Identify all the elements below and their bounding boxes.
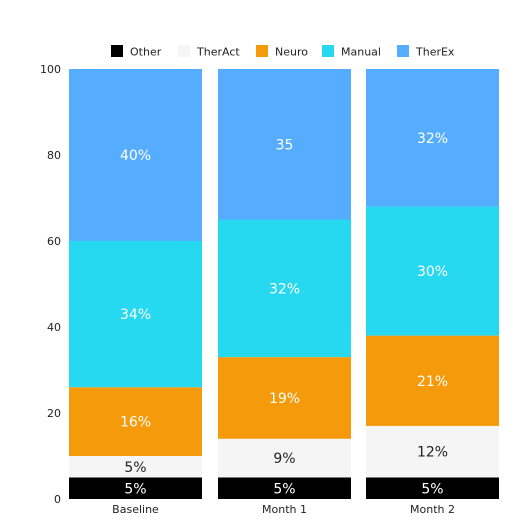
bar-segment-therex [366,69,499,207]
legend-item-manual[interactable]: Manual [322,45,381,59]
data-label: 16% [120,415,151,431]
data-label: 32% [269,281,300,297]
bar-segment-neuro [69,387,202,456]
bar-segment-neuro [366,335,499,426]
data-label: 34% [120,307,151,323]
bar-segment-manual [218,219,351,358]
bar-segment-other [218,477,351,499]
bar-segment-therex [69,69,202,241]
y-tick-label: 40 [47,321,61,334]
y-axis: 0 20 40 60 80 100 [40,63,61,506]
x-category-label: Month 1 [262,503,307,516]
legend-label: Manual [341,46,381,59]
legend-item-other[interactable]: Other [111,45,162,59]
legend: Other TherAct Neuro Manual TherEx [111,45,455,59]
legend-swatch [256,45,268,57]
data-label: 12% [417,445,448,461]
data-label: 35 [276,137,294,153]
bar-segment-theract [69,456,202,478]
data-label: 21% [417,374,448,390]
bar-segment-therex [218,69,351,220]
bar-segment-manual [69,241,202,388]
legend-swatch [397,45,409,57]
data-label: 5% [124,460,146,476]
legend-swatch [111,45,123,57]
legend-swatch [322,45,334,57]
bar-segment-theract [218,438,351,478]
legend-label: TherEx [415,46,455,59]
legend-item-therex[interactable]: TherEx [397,45,455,59]
y-tick-label: 80 [47,149,61,162]
y-tick-label: 0 [54,493,61,506]
bar-group-1: 5% 9% 19% 32% 35 [218,69,351,499]
bar-segment-other [366,477,499,499]
bar-group-2: 5% 12% 21% 30% 32% [366,69,499,499]
data-label: 32% [417,131,448,147]
bar-group-0: 5% 5% 16% 34% 40% [69,69,202,499]
legend-label: Other [130,46,162,59]
legend-item-neuro[interactable]: Neuro [256,45,308,59]
legend-item-theract[interactable]: TherAct [178,45,240,59]
legend-label: Neuro [275,46,308,59]
y-tick-label: 20 [47,407,61,420]
y-tick-label: 60 [47,235,61,248]
bar-segment-manual [366,206,499,336]
bars: 5% 5% 16% 34% 40% 5% 9% 19% 32% 35 5% 12% 21% 30% 32% [69,69,499,499]
bar-segment-other [69,477,202,499]
data-label: 9% [273,451,295,467]
data-label: 30% [417,264,448,280]
legend-swatch [178,45,190,57]
x-category-label: Baseline [112,503,159,516]
legend-label: TherAct [196,46,240,59]
data-label: 5% [124,481,146,497]
data-label: 5% [421,481,443,497]
data-label: 40% [120,148,151,164]
x-category-label: Month 2 [410,503,455,516]
bar-segment-neuro [218,357,351,439]
data-label: 5% [273,481,295,497]
x-axis: Baseline Month 1 Month 2 [112,503,455,516]
bar-segment-theract [366,425,499,478]
y-tick-label: 100 [40,63,61,76]
data-label: 19% [269,391,300,407]
